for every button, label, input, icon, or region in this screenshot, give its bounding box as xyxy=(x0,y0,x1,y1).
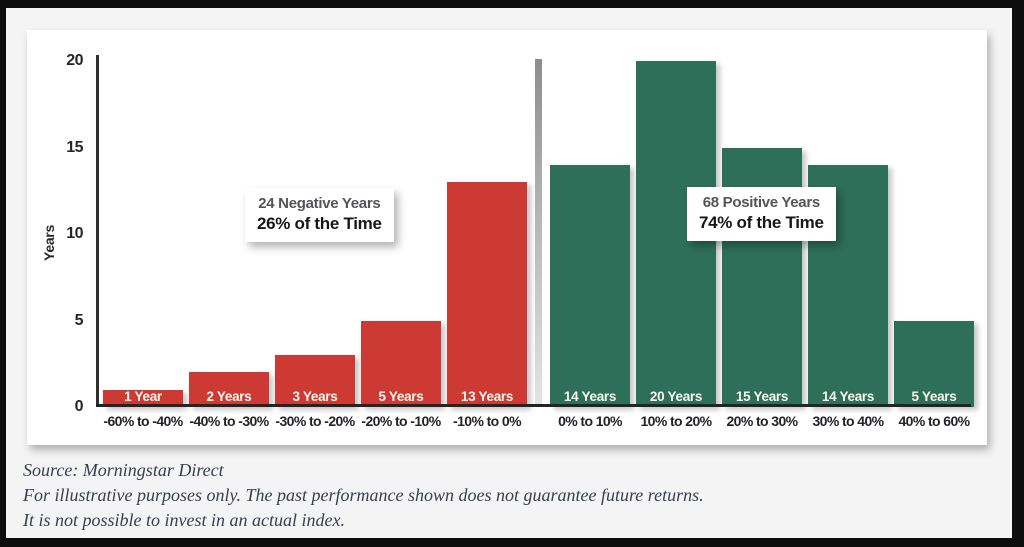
source-note: Source: Morningstar Direct For illustrat… xyxy=(23,458,704,533)
x-axis-line xyxy=(96,404,971,407)
y-tick-label: 20 xyxy=(66,52,83,69)
x-axis-spacer xyxy=(533,413,550,429)
bar-value-label: 15 Years xyxy=(735,389,789,404)
bar-value-label: 3 Years xyxy=(292,389,338,404)
bar-negative-30-20: 3 Years xyxy=(275,355,355,407)
y-tick-label: 15 xyxy=(66,138,83,156)
bar-negative-10-0: 13 Years xyxy=(447,182,527,407)
bar-value-label: 14 Years xyxy=(563,389,617,404)
y-axis-ticks: 0 5 10 15 20 xyxy=(53,52,89,415)
x-tick-label: 20% to 30% xyxy=(726,413,798,429)
bar-value-label: 1 Year xyxy=(124,389,162,404)
disclaimer-line-1: For illustrative purposes only. The past… xyxy=(23,485,704,505)
bar-value-label: 2 Years xyxy=(206,389,252,404)
y-axis-line xyxy=(96,55,99,407)
bar-negative-40-30: 2 Years xyxy=(189,372,269,407)
page-background: Years 0 5 10 15 20 1 Year 2 Years 3 Year… xyxy=(6,8,1012,538)
chart-panel: Years 0 5 10 15 20 1 Year 2 Years 3 Year… xyxy=(27,30,987,445)
bar-value-label: 5 Years xyxy=(911,389,957,404)
y-tick-label: 10 xyxy=(66,225,83,242)
negative-years-count: 24 Negative Years xyxy=(258,195,381,212)
positive-years-count: 68 Positive Years xyxy=(702,194,821,211)
bar-value-label: 20 Years xyxy=(649,389,703,404)
bar-chart: Years 0 5 10 15 20 1 Year 2 Years 3 Year… xyxy=(41,52,987,429)
x-tick-label: -30% to -20% xyxy=(275,413,355,429)
positive-years-callout: 68 Positive Years 74% of the Time xyxy=(687,187,836,241)
negative-years-callout: 24 Negative Years 26% of the Time xyxy=(245,188,394,242)
bar-negative-20-10: 5 Years xyxy=(361,320,441,407)
x-tick-label: -10% to 0% xyxy=(453,413,522,429)
x-axis-labels: -60% to -40% -40% to -30% -30% to -20% -… xyxy=(99,413,987,429)
bar-positive-40-60: 5 Years xyxy=(894,320,974,407)
negative-years-percent: 26% of the Time xyxy=(257,214,382,233)
positive-years-percent: 74% of the Time xyxy=(699,213,824,232)
x-tick-label: 30% to 40% xyxy=(812,413,884,429)
source-line: Source: Morningstar Direct xyxy=(23,460,224,480)
x-tick-label: -40% to -30% xyxy=(189,413,269,429)
x-tick-label: 40% to 60% xyxy=(898,413,970,429)
bar-value-label: 13 Years xyxy=(460,389,514,404)
x-tick-label: -20% to -10% xyxy=(361,413,441,429)
bar-value-label: 5 Years xyxy=(378,389,424,404)
y-tick-label: 0 xyxy=(74,398,84,415)
zero-divider xyxy=(535,59,542,407)
bar-value-label: 14 Years xyxy=(821,389,875,404)
y-tick-label: 5 xyxy=(74,311,84,329)
x-tick-label: -60% to -40% xyxy=(103,413,183,429)
bar-positive-0-10: 14 Years xyxy=(550,164,630,407)
bars-row: 1 Year 2 Years 3 Years 5 Years 13 Years … xyxy=(99,57,987,407)
disclaimer-line-2: It is not possible to invest in an actua… xyxy=(23,510,345,530)
x-tick-label: 0% to 10% xyxy=(558,413,622,429)
x-tick-label: 10% to 20% xyxy=(640,413,712,429)
bar-negative-60-40: 1 Year xyxy=(103,389,183,407)
